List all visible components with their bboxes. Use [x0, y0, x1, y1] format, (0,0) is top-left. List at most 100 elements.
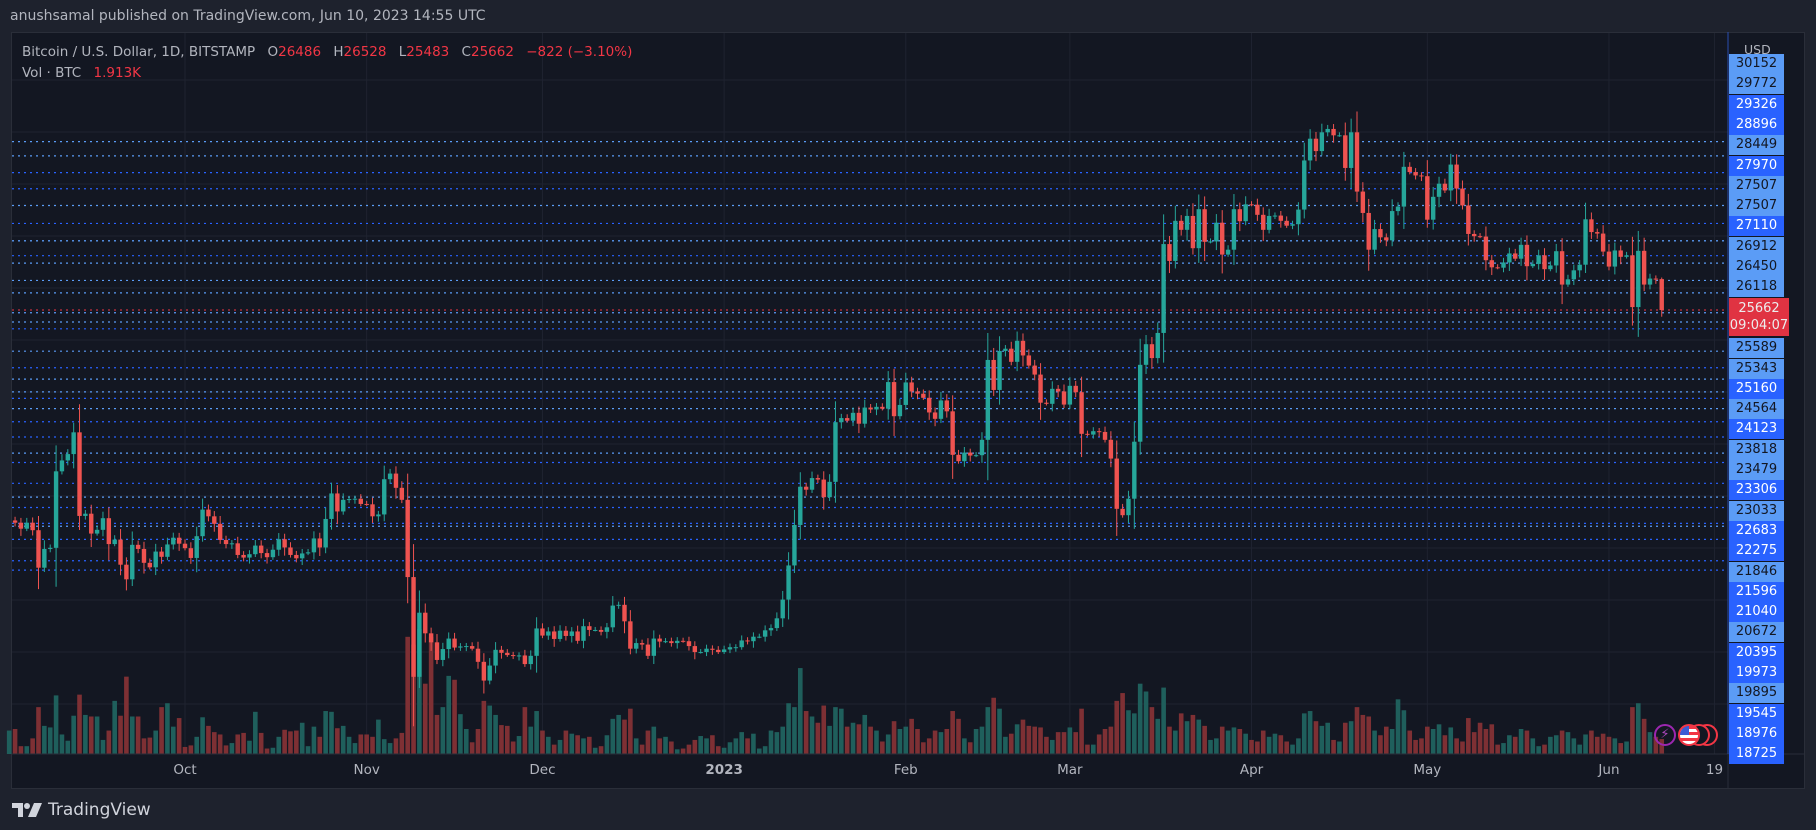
candle[interactable] [616, 601, 621, 609]
candle[interactable] [792, 509, 797, 574]
candle[interactable] [575, 625, 580, 644]
candle[interactable] [264, 548, 270, 564]
candle[interactable] [721, 645, 727, 654]
candle[interactable] [1571, 264, 1577, 286]
candle[interactable] [1384, 233, 1389, 247]
price-level-label[interactable]: 27970 [1729, 155, 1784, 176]
candle[interactable] [464, 642, 469, 652]
tradingview-logo[interactable]: TradingView [12, 800, 151, 820]
candle[interactable] [874, 403, 879, 416]
candle[interactable] [469, 642, 475, 651]
candle[interactable] [997, 336, 1002, 405]
price-level-label[interactable]: 24123 [1729, 419, 1784, 440]
candle[interactable] [856, 406, 862, 434]
candle[interactable] [1618, 245, 1623, 265]
candle[interactable] [557, 625, 563, 642]
candle[interactable] [1143, 335, 1149, 375]
candle[interactable] [42, 540, 47, 573]
candle[interactable] [1536, 249, 1541, 270]
price-level-label[interactable]: 26118 [1729, 277, 1784, 298]
price-level-label[interactable]: 21040 [1729, 602, 1784, 623]
candle[interactable] [1641, 237, 1647, 292]
candle[interactable] [300, 548, 305, 566]
candle[interactable] [938, 391, 944, 424]
candle[interactable] [1073, 380, 1078, 398]
candle[interactable] [551, 626, 557, 647]
candle[interactable] [1360, 182, 1366, 223]
candle[interactable] [587, 622, 592, 637]
price-level-label[interactable]: 21596 [1729, 581, 1784, 602]
candle[interactable] [880, 403, 885, 411]
candle[interactable] [510, 651, 516, 660]
candle[interactable] [762, 625, 768, 642]
candle[interactable] [1489, 255, 1494, 276]
candle[interactable] [171, 532, 176, 550]
price-level-label[interactable]: 20395 [1729, 642, 1784, 663]
candle[interactable] [1231, 194, 1237, 265]
candle[interactable] [563, 626, 569, 641]
candle[interactable] [622, 596, 627, 634]
candle[interactable] [1249, 201, 1254, 207]
candle[interactable] [176, 532, 182, 551]
candle[interactable] [821, 471, 826, 510]
candle[interactable] [680, 637, 686, 643]
candle[interactable] [1302, 142, 1307, 219]
candle[interactable] [1225, 245, 1231, 257]
symbol-title[interactable]: Bitcoin / U.S. Dollar, 1D, BITSTAMP [22, 44, 256, 60]
candle[interactable] [1161, 214, 1166, 363]
candle[interactable] [405, 473, 410, 604]
candle[interactable] [540, 623, 545, 639]
currency-label[interactable]: USD [1744, 42, 1771, 57]
candle[interactable] [294, 550, 299, 563]
candle[interactable] [1419, 172, 1424, 182]
candle[interactable] [675, 637, 680, 649]
candle[interactable] [774, 612, 780, 632]
candle[interactable] [30, 517, 35, 536]
candle[interactable] [1061, 384, 1067, 409]
price-level-label[interactable]: 19895 [1729, 683, 1784, 704]
price-level-label[interactable]: 26912 [1729, 236, 1784, 257]
candle[interactable] [118, 529, 123, 576]
candle[interactable] [481, 653, 487, 694]
candle[interactable] [1184, 208, 1190, 241]
candle[interactable] [844, 414, 850, 423]
price-level-label[interactable]: 18976 [1729, 723, 1784, 744]
candle[interactable] [909, 376, 914, 398]
candle[interactable] [1014, 331, 1020, 372]
candle[interactable] [258, 540, 264, 559]
candle[interactable] [1513, 248, 1518, 261]
candle[interactable] [868, 404, 873, 414]
candle[interactable] [188, 542, 194, 564]
candle[interactable] [241, 551, 246, 562]
candle[interactable] [1348, 118, 1354, 189]
candle[interactable] [1454, 154, 1459, 204]
candle[interactable] [827, 474, 832, 502]
candle[interactable] [657, 634, 662, 648]
candle[interactable] [1413, 168, 1418, 180]
candle[interactable] [1114, 440, 1119, 536]
candle[interactable] [598, 626, 604, 636]
candle[interactable] [1495, 264, 1500, 270]
candle[interactable] [528, 650, 533, 670]
price-level-label[interactable]: 27507 [1729, 196, 1784, 217]
candle[interactable] [669, 637, 674, 647]
candle[interactable] [1155, 322, 1160, 364]
candle[interactable] [985, 332, 991, 481]
candle[interactable] [1096, 427, 1102, 437]
price-level-label[interactable]: 27507 [1729, 175, 1784, 196]
candle[interactable] [1647, 273, 1653, 290]
candle[interactable] [1343, 122, 1348, 181]
candle[interactable] [130, 531, 135, 586]
candle[interactable] [1354, 111, 1360, 202]
candle[interactable] [1501, 257, 1506, 273]
candle[interactable] [1483, 226, 1489, 271]
candle[interactable] [458, 643, 463, 651]
candle[interactable] [809, 471, 815, 493]
price-level-label[interactable]: 27110 [1729, 216, 1784, 237]
candle[interactable] [891, 368, 897, 437]
price-level-label[interactable]: 20672 [1729, 622, 1784, 643]
candle[interactable] [1442, 178, 1448, 193]
candle[interactable] [376, 510, 381, 522]
candle[interactable] [282, 533, 287, 556]
candle[interactable] [434, 634, 440, 665]
